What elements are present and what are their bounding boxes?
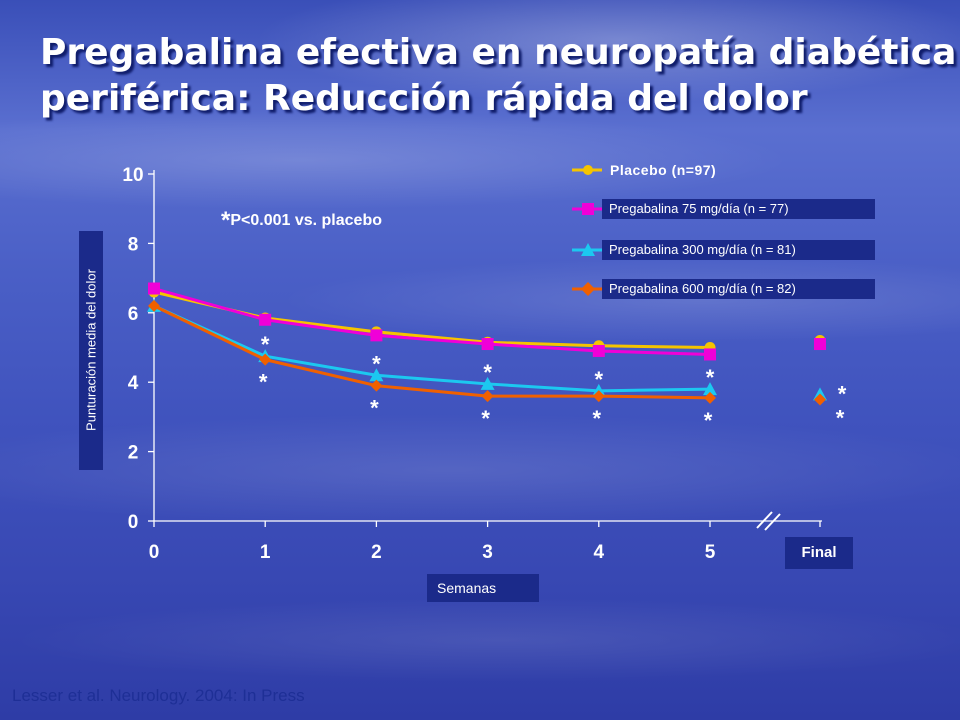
series-line-pregabalina-75: [153, 287, 711, 356]
data-point-pregabalina-75: [704, 348, 716, 361]
y-tick-label: 0: [128, 512, 139, 533]
final-label: Final: [785, 537, 853, 569]
x-tick-label: 3: [482, 542, 493, 563]
significance-marker-300: *: [595, 367, 604, 392]
significance-marker-600: *: [704, 408, 713, 433]
y-tick-label: 8: [128, 234, 139, 255]
legend-swatch-pregabalina-600: [572, 282, 602, 296]
y-axis-label-box: [79, 231, 103, 470]
x-axis-label: Semanas: [427, 574, 539, 602]
data-point-pregabalina-75: [370, 329, 383, 342]
legend-swatch-placebo: [572, 165, 602, 175]
data-point-pregabalina-600: [704, 391, 716, 404]
significance-marker-600: *: [370, 396, 379, 421]
data-point-pregabalina-300: [480, 376, 495, 390]
legend-label-placebo: Placebo (n=97): [610, 162, 717, 178]
legend-swatch-pregabalina-75: [572, 203, 602, 215]
title-line-2: periférica: Reducción rápida del dolor: [40, 78, 808, 119]
series-line-pregabalina-300: [153, 304, 711, 393]
significance-marker-final-600: *: [836, 406, 845, 431]
significance-marker-final-300: *: [838, 381, 847, 406]
significance-note-text: P<0.001 vs. placebo: [230, 212, 382, 229]
data-point-pregabalina-600: [370, 379, 383, 392]
significance-marker-600: *: [481, 406, 490, 431]
significance-marker-600: *: [593, 406, 602, 431]
y-tick-label: 6: [128, 304, 139, 325]
significance-marker-300: *: [261, 332, 270, 357]
significance-note-marker: *: [221, 207, 231, 234]
legend-item-pregabalina-75: Pregabalina 75 mg/día (n = 77): [572, 199, 892, 219]
y-tick-label: 4: [128, 373, 139, 394]
legend-label-pregabalina-300: Pregabalina 300 mg/día (n = 81): [602, 240, 875, 260]
slide-title: Pregabalina efectiva en neuropatía diabé…: [40, 30, 957, 122]
legend-item-placebo: Placebo (n=97): [572, 160, 892, 180]
axis-break-mark: [764, 513, 781, 531]
significance-marker-300: *: [483, 360, 492, 385]
x-tick-label: 5: [705, 542, 716, 563]
data-point-pregabalina-600: [592, 390, 605, 403]
legend-item-pregabalina-600: Pregabalina 600 mg/día (n = 82): [572, 279, 892, 299]
series-line-pregabalina-600: [153, 304, 711, 400]
data-point-pregabalina-75: [481, 338, 494, 351]
axis-break-mark: [756, 511, 773, 529]
legend-swatch-pregabalina-300: [572, 243, 602, 256]
data-point-pregabalina-600: [481, 390, 494, 403]
data-point-final-pregabalina-600: [814, 393, 826, 406]
data-point-pregabalina-75: [148, 282, 160, 295]
y-tick-label: 10: [122, 165, 143, 186]
data-point-pregabalina-600: [148, 299, 160, 312]
legend-item-pregabalina-300: Pregabalina 300 mg/día (n = 81): [572, 240, 892, 260]
data-point-pregabalina-75: [259, 313, 272, 326]
x-tick-label: 1: [260, 542, 271, 563]
y-tick-label: 2: [128, 443, 139, 464]
significance-marker-300: *: [372, 351, 381, 376]
significance-note: *P<0.001 vs. placebo: [221, 207, 382, 235]
x-tick-label: 0: [149, 542, 160, 563]
x-tick-label: 4: [594, 542, 605, 563]
citation: Lesser et al. Neurology. 2004: In Press: [12, 686, 305, 705]
x-tick-label: 2: [371, 542, 382, 563]
legend-label-pregabalina-600: Pregabalina 600 mg/día (n = 82): [602, 279, 875, 299]
legend-label-pregabalina-75: Pregabalina 75 mg/día (n = 77): [602, 199, 875, 219]
significance-marker-300: *: [706, 365, 715, 390]
data-point-final-pregabalina-75: [814, 338, 826, 351]
data-point-pregabalina-600: [259, 353, 272, 366]
data-point-pregabalina-300: [703, 382, 717, 396]
title-line-1: Pregabalina efectiva en neuropatía diabé…: [40, 32, 957, 73]
data-point-pregabalina-75: [592, 344, 605, 357]
data-point-pregabalina-300: [369, 368, 384, 382]
significance-marker-600: *: [259, 370, 268, 395]
